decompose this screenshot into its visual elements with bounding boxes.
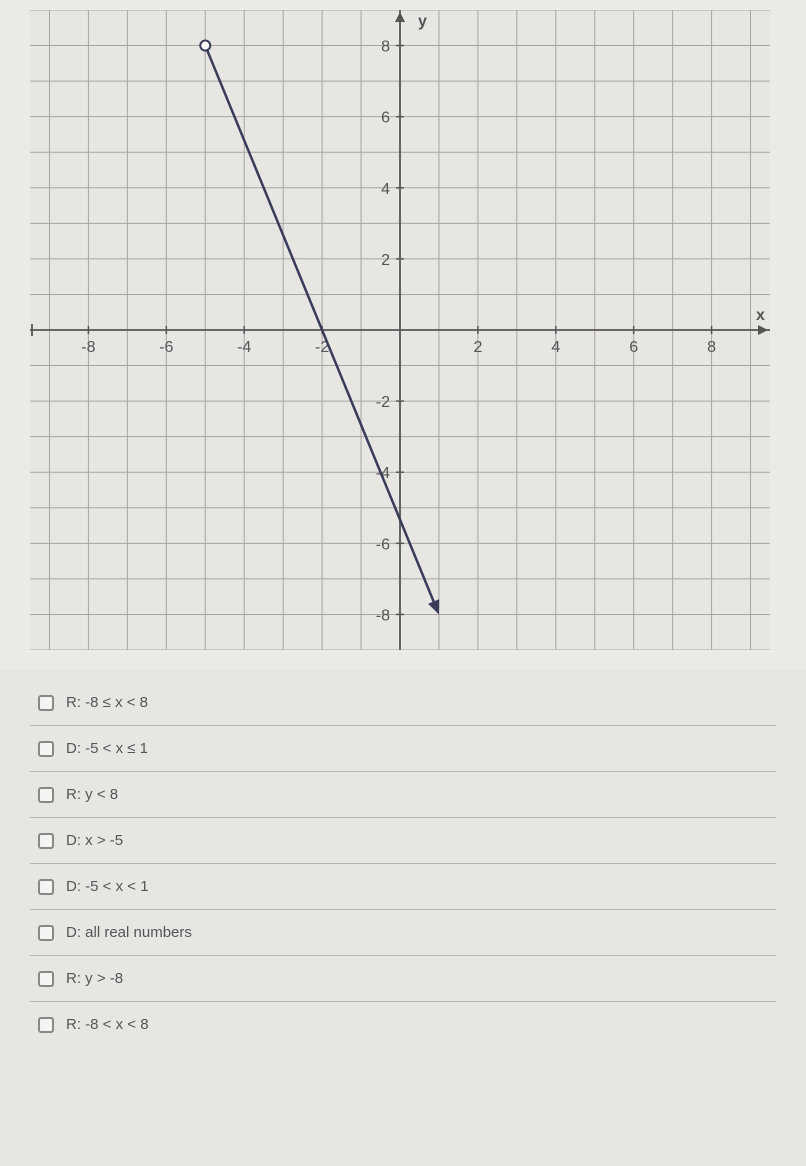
checkbox[interactable]: [38, 971, 54, 987]
svg-text:4: 4: [381, 181, 390, 198]
svg-text:x: x: [756, 307, 765, 324]
option-label: R: y < 8: [66, 786, 118, 803]
svg-text:-6: -6: [159, 339, 173, 356]
checkbox[interactable]: [38, 787, 54, 803]
svg-text:4: 4: [551, 339, 560, 356]
option-row[interactable]: R: -8 ≤ x < 8: [30, 680, 776, 726]
svg-text:6: 6: [381, 110, 390, 127]
svg-text:-8: -8: [81, 339, 95, 356]
option-row[interactable]: R: y < 8: [30, 772, 776, 818]
svg-text:2: 2: [381, 252, 390, 269]
svg-text:-4: -4: [237, 339, 251, 356]
option-row[interactable]: D: -5 < x < 1: [30, 864, 776, 910]
svg-text:-8: -8: [376, 607, 390, 624]
checkbox[interactable]: [38, 741, 54, 757]
option-label: R: -8 ≤ x < 8: [66, 694, 148, 711]
graph-container: -8-6-4-22468-8-6-4-22468yx: [0, 0, 806, 670]
option-label: D: -5 < x < 1: [66, 878, 149, 895]
answer-options: R: -8 ≤ x < 8 D: -5 < x ≤ 1 R: y < 8 D: x >…: [0, 670, 806, 1057]
option-label: R: -8 < x < 8: [66, 1016, 149, 1033]
checkbox[interactable]: [38, 695, 54, 711]
svg-text:2: 2: [473, 339, 482, 356]
option-row[interactable]: D: -5 < x ≤ 1: [30, 726, 776, 772]
checkbox[interactable]: [38, 1017, 54, 1033]
option-row[interactable]: D: x > -5: [30, 818, 776, 864]
option-label: D: x > -5: [66, 832, 123, 849]
svg-text:-6: -6: [376, 536, 390, 553]
option-row[interactable]: R: -8 < x < 8: [30, 1002, 776, 1047]
option-label: D: all real numbers: [66, 924, 192, 941]
checkbox[interactable]: [38, 833, 54, 849]
svg-text:8: 8: [707, 339, 716, 356]
svg-text:y: y: [418, 13, 427, 30]
checkbox[interactable]: [38, 925, 54, 941]
coordinate-graph: -8-6-4-22468-8-6-4-22468yx: [30, 10, 770, 650]
option-row[interactable]: D: all real numbers: [30, 910, 776, 956]
svg-text:6: 6: [629, 339, 638, 356]
svg-text:8: 8: [381, 39, 390, 56]
checkbox[interactable]: [38, 879, 54, 895]
option-row[interactable]: R: y > -8: [30, 956, 776, 1002]
option-label: R: y > -8: [66, 970, 123, 987]
svg-text:-2: -2: [376, 394, 390, 411]
option-label: D: -5 < x ≤ 1: [66, 740, 148, 757]
